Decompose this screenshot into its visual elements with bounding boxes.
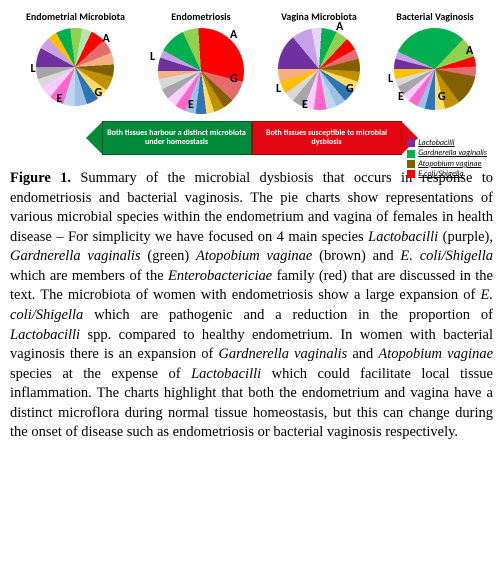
caption-text: and	[347, 346, 378, 362]
caption-italic: Lactobacilli	[368, 229, 438, 245]
pie-chart: Vagina MicrobiotaA G E L	[277, 10, 361, 111]
pie-slice-label: A	[230, 28, 237, 42]
pie-slice-label: E	[398, 90, 404, 104]
pie-slice-label: G	[94, 86, 102, 100]
legend-swatch	[407, 139, 415, 147]
caption-italic: E. coli/Shigella	[400, 248, 493, 264]
caption-italic: Gardnerella vaginalis	[10, 248, 141, 264]
pie-chart: EndometriosisAGEL	[157, 10, 245, 115]
caption-text: species at the expense of	[10, 366, 191, 382]
chart-title: Endometrial Microbiota	[26, 10, 125, 23]
pie-slice-label: L	[388, 72, 393, 86]
chart-title: Vagina Microbiota	[281, 10, 357, 23]
arrow-right-body: Both tissues susceptible to microbial dy…	[252, 121, 402, 155]
caption-text: (green)	[141, 248, 196, 264]
pie-slice-label: E	[56, 92, 62, 106]
pie-chart: Endometrial Microbiota A G E L	[26, 10, 125, 107]
caption-italic: Gardnerella vaginalis	[218, 346, 347, 362]
caption-italic: Lactobacilli	[10, 327, 80, 343]
pie: AGEL	[277, 27, 361, 111]
legend-swatch	[407, 170, 415, 178]
caption-text: which are members of the	[10, 268, 168, 284]
chart-title: Bacterial Vaginosis	[396, 10, 473, 23]
caption-italic: Atopobium vaginae	[378, 346, 493, 362]
figure-label: Figure 1.	[10, 170, 71, 186]
pie-slice-label: G	[438, 90, 446, 104]
legend-swatch	[407, 160, 415, 168]
pie-slice-label: G	[346, 82, 354, 96]
pie-slice-label: A	[466, 44, 473, 58]
caption-text: (purple),	[438, 229, 493, 245]
pie-slice-label: L	[276, 82, 281, 96]
legend-item: Lactobacilli	[407, 138, 487, 148]
legend-item: Atopobium vaginae	[407, 159, 487, 169]
pie-chart-row: Endometrial MicrobiotaAGELEndometriosisA…	[10, 10, 493, 115]
pie: AGEL	[157, 27, 245, 115]
pie-chart: Bacterial VaginosisAGEL	[393, 10, 477, 111]
legend-item: Gardnerella vaginalis	[407, 148, 487, 158]
caption-italic: Lactobacilli	[191, 366, 261, 382]
pie-slice-label: E	[188, 98, 194, 112]
pie-slice-label: A	[336, 20, 343, 34]
legend-item: E.coli/Shigella	[407, 169, 487, 179]
caption-text: which are pathogenic and a reduction in …	[83, 307, 493, 323]
arrow-left: Both tissues harbour a distinct microbio…	[86, 121, 252, 155]
legend-label: E.coli/Shigella	[418, 169, 463, 179]
pie-slice-label: A	[102, 32, 109, 46]
figure-caption: Figure 1. Summary of the microbial dysbi…	[10, 169, 493, 443]
caption-italic: Atopobium vaginae	[196, 248, 312, 264]
legend-label: Gardnerella vaginalis	[418, 148, 487, 158]
pie-slice-label: G	[230, 72, 238, 86]
legend-label: Atopobium vaginae	[418, 159, 481, 169]
pie: AGEL	[393, 27, 477, 111]
arrow-right: Both tissues susceptible to microbial dy…	[252, 121, 418, 155]
arrow-left-body: Both tissues harbour a distinct microbio…	[102, 121, 252, 155]
caption-italic: Enterobactericiae	[168, 268, 272, 284]
caption-text: (brown) and	[312, 248, 400, 264]
legend-swatch	[407, 150, 415, 158]
pie: AGEL	[35, 27, 115, 107]
legend: LactobacilliGardnerella vaginalisAtopobi…	[407, 138, 487, 180]
chart-title: Endometriosis	[171, 10, 230, 23]
arrow-left-head	[86, 122, 102, 154]
pie-slice-label: L	[150, 50, 155, 64]
pie-slice-label: E	[302, 98, 308, 112]
legend-label: Lactobacilli	[418, 138, 454, 148]
pie-slice-label: L	[30, 62, 35, 76]
figure-panel: Endometrial MicrobiotaAGELEndometriosisA…	[10, 10, 493, 155]
